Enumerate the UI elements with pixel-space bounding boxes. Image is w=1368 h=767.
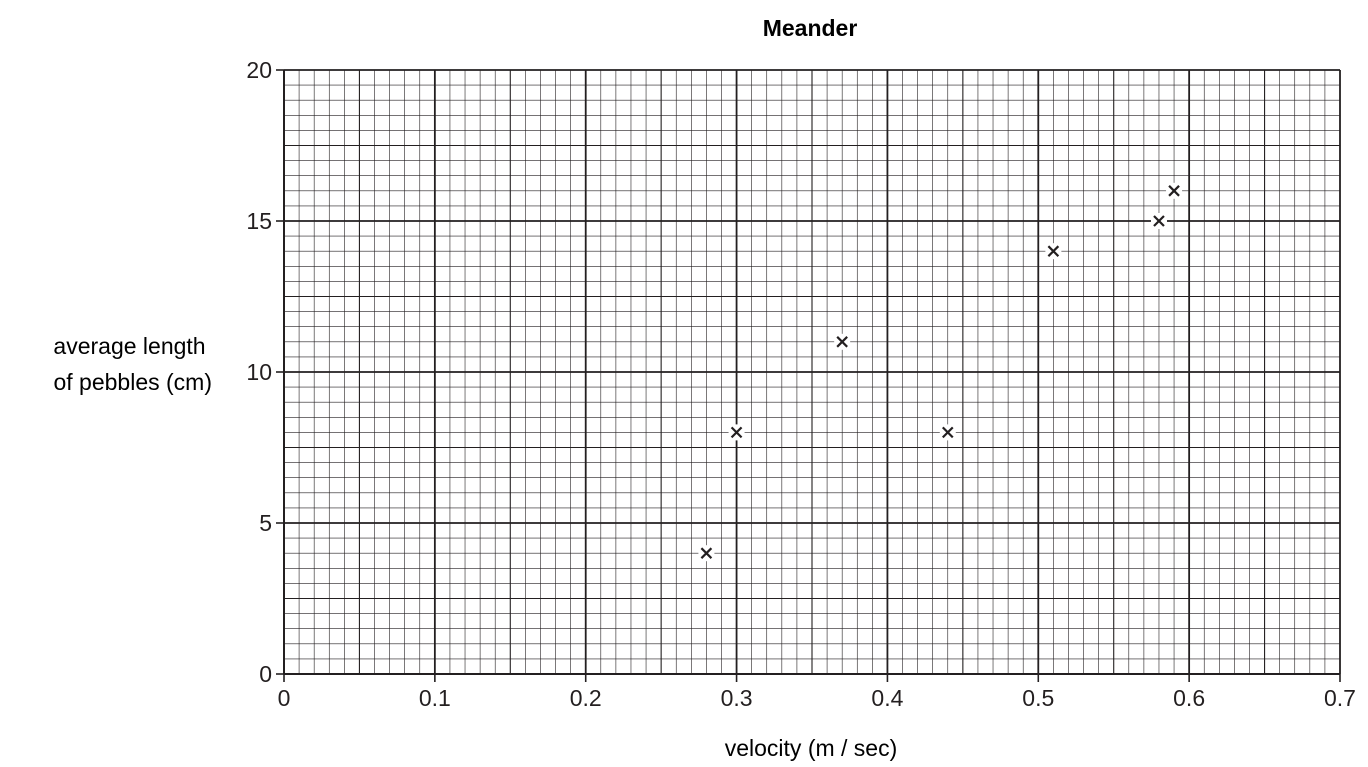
data-point <box>939 424 956 441</box>
x-tick-label: 0.4 <box>871 685 903 711</box>
y-tick-label: 20 <box>246 57 272 83</box>
data-point-stroke <box>1047 245 1060 257</box>
chart-title: Meander <box>763 15 858 41</box>
x-tick-label: 0.3 <box>721 685 753 711</box>
x-tick-label: 0.7 <box>1324 685 1356 711</box>
data-point-stroke <box>1153 215 1165 227</box>
data-point <box>728 424 745 441</box>
y-tick-label: 0 <box>259 661 272 687</box>
x-tick-label: 0.6 <box>1173 685 1205 711</box>
x-axis-ticks: 0 0.1 0.2 0.3 0.4 0.5 0.6 0.7 <box>278 674 1356 711</box>
data-point-stroke <box>730 426 743 439</box>
y-tick-label: 10 <box>246 359 272 385</box>
x-tick-label: 0 <box>278 685 291 711</box>
data-points <box>698 182 1183 562</box>
data-point <box>698 545 715 562</box>
data-point-stroke <box>700 547 713 559</box>
x-tick-label: 0.1 <box>419 685 451 711</box>
x-tick-label: 0.5 <box>1022 685 1054 711</box>
data-point <box>1045 243 1062 260</box>
y-axis-label-line-2: of pebbles (cm) <box>53 369 212 395</box>
data-point <box>1166 182 1183 199</box>
y-axis-label: average length of pebbles (cm) <box>53 333 212 395</box>
y-tick-label: 5 <box>259 510 272 536</box>
y-axis-label-line-1: average length <box>53 333 205 359</box>
x-tick-label: 0.2 <box>570 685 602 711</box>
y-tick-label: 15 <box>246 208 272 234</box>
x-axis-label: velocity (m / sec) <box>725 735 898 761</box>
y-axis-ticks: 0 5 10 15 20 <box>246 57 284 687</box>
data-point <box>1150 213 1167 229</box>
data-point-stroke <box>1168 185 1180 197</box>
data-point-stroke <box>941 426 954 439</box>
data-point-stroke <box>836 336 848 348</box>
data-point <box>834 333 851 350</box>
